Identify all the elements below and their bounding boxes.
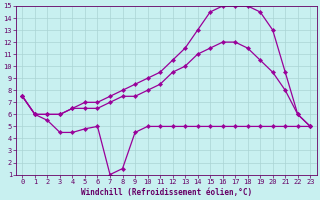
- X-axis label: Windchill (Refroidissement éolien,°C): Windchill (Refroidissement éolien,°C): [81, 188, 252, 197]
